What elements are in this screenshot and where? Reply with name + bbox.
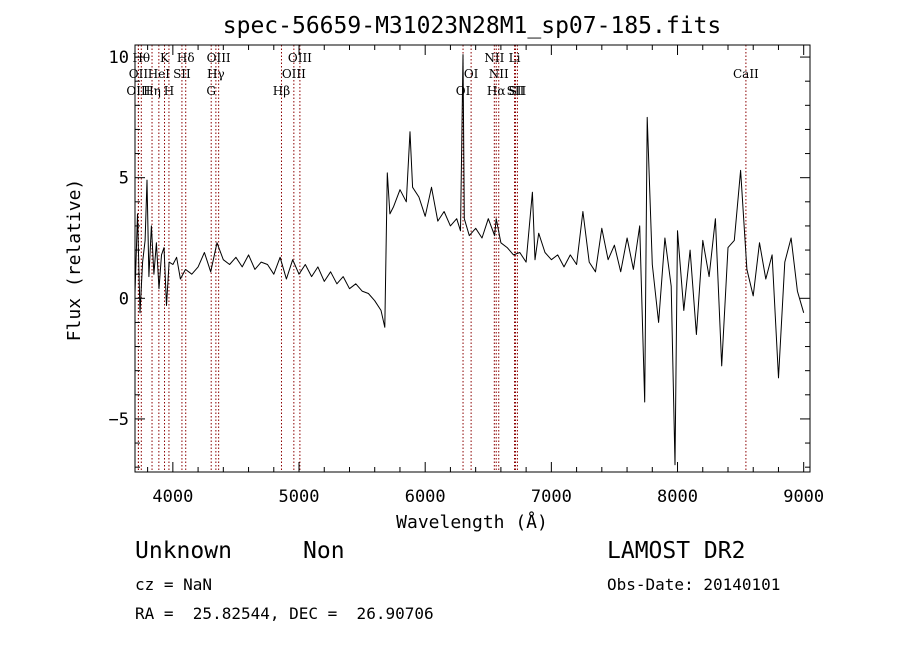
marker-label-19: NII (489, 67, 509, 81)
marker-label-5: K (160, 51, 170, 65)
redshift-cz: cz = NaN (135, 575, 213, 594)
object-class: Unknown (135, 538, 232, 564)
obs-date: Obs-Date: 20140101 (607, 575, 781, 594)
x-tick-label-1: 5000 (279, 487, 320, 507)
chart-title: spec-56659-M31023N28M1_sp07-185.fits (223, 13, 722, 39)
x-tick-label-3: 7000 (531, 487, 572, 507)
y-axis-label: Flux (relative) (64, 179, 85, 342)
marker-label-0: OII (129, 67, 149, 81)
marker-label-12: Hβ (273, 84, 290, 98)
spectral-line-markers (137, 45, 747, 472)
marker-label-10: Hγ (207, 67, 225, 81)
survey-name: LAMOST DR2 (607, 538, 746, 564)
marker-label-22: SII (509, 84, 527, 98)
marker-label-7: SII (173, 67, 191, 81)
x-tick-label-4: 8000 (657, 487, 698, 507)
marker-label-14: OIII (288, 51, 312, 65)
marker-label-4: HeI (148, 67, 171, 81)
y-tick-label-2: 5 (119, 169, 129, 189)
marker-label-21: SII (507, 84, 525, 98)
x-axis-label: Wavelength (Å) (396, 511, 548, 533)
x-tick-label-5: 9000 (783, 487, 824, 507)
coordinates: RA = 25.82544, DEC = 26.90706 (135, 604, 434, 623)
marker-label-8: Hδ (177, 51, 195, 65)
spectral-line-labels: OII OIII Hθ Hη HeI K H SII Hδ G Hγ OIII Hβ OIII OIII OI… (126, 51, 759, 98)
x-tick-label-0: 4000 (152, 487, 193, 507)
marker-label-2: Hθ (132, 51, 150, 65)
marker-label-1: OIII (126, 84, 150, 98)
marker-label-6: H (164, 84, 174, 98)
marker-label-16: OI (464, 67, 479, 81)
marker-label-17: NII (484, 51, 504, 65)
plot-frame (134, 44, 811, 473)
marker-label-18: Hα (487, 84, 506, 98)
x-tick-label-2: 6000 (405, 487, 446, 507)
marker-label-11: OIII (207, 51, 231, 65)
marker-label-13: OIII (282, 67, 306, 81)
object-subclass: Non (303, 538, 345, 564)
spectrum-line (134, 54, 805, 466)
marker-label-20: Li (509, 51, 521, 65)
axes: 4000 5000 6000 7000 8000 9000 −5 0 5 10 (109, 45, 824, 507)
y-tick-label-0: −5 (109, 410, 129, 430)
spectrum-chart: spec-56659-M31023N28M1_sp07-185.fits OII… (64, 13, 824, 533)
marker-label-9: G (206, 84, 216, 98)
marker-label-23: CaII (733, 67, 759, 81)
y-tick-label-1: 0 (119, 289, 129, 309)
marker-label-3: Hη (143, 84, 161, 98)
y-tick-label-3: 10 (109, 48, 129, 68)
